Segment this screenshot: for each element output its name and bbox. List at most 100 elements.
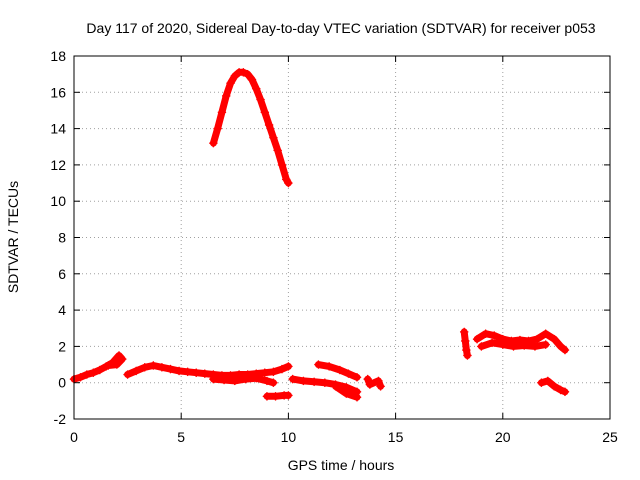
data-point bbox=[462, 345, 471, 355]
data-point bbox=[269, 133, 278, 142]
data-point bbox=[256, 95, 265, 104]
data-point bbox=[532, 334, 542, 344]
data-point bbox=[200, 369, 210, 378]
series-arc-main bbox=[123, 361, 293, 380]
series-arc-sparse bbox=[363, 374, 385, 391]
data-point bbox=[324, 362, 334, 371]
data-point bbox=[365, 380, 375, 389]
y-axis-label: SDTVAR / TECUs bbox=[5, 181, 21, 293]
series-arc-mid-upper bbox=[314, 360, 362, 382]
data-point bbox=[460, 336, 470, 346]
data-point bbox=[284, 178, 293, 188]
data-point bbox=[537, 378, 546, 387]
data-point bbox=[560, 387, 570, 397]
data-point bbox=[88, 368, 98, 378]
data-point bbox=[541, 329, 550, 338]
data-point bbox=[262, 392, 272, 401]
data-point bbox=[560, 345, 570, 355]
x-tick-label: 20 bbox=[495, 429, 511, 445]
data-point bbox=[131, 366, 141, 376]
data-point bbox=[221, 91, 231, 101]
data-point bbox=[209, 374, 218, 384]
data-point bbox=[556, 342, 565, 351]
data-point bbox=[549, 334, 559, 344]
series-arc-late-lower bbox=[477, 338, 550, 351]
series-arc-early bbox=[69, 351, 127, 384]
y-tick-label: 14 bbox=[50, 121, 66, 137]
data-point bbox=[314, 360, 323, 369]
data-point bbox=[541, 340, 550, 349]
data-point bbox=[320, 378, 330, 387]
data-point bbox=[543, 376, 553, 386]
x-tick-label: 0 bbox=[70, 429, 78, 445]
data-point bbox=[219, 375, 229, 385]
data-point bbox=[112, 360, 122, 369]
data-point bbox=[363, 374, 373, 384]
data-point bbox=[472, 334, 482, 344]
x-tick-label: 25 bbox=[602, 429, 618, 445]
y-tick-label: 2 bbox=[58, 338, 66, 354]
series-trace bbox=[314, 361, 361, 381]
y-tick-label: 10 bbox=[50, 193, 66, 209]
y-tick-label: 0 bbox=[58, 375, 66, 391]
x-tick-label: 5 bbox=[177, 429, 185, 445]
data-point bbox=[277, 364, 287, 374]
data-point bbox=[213, 124, 222, 133]
series-arc-dip bbox=[262, 391, 293, 401]
data-point bbox=[191, 368, 201, 378]
data-point bbox=[335, 365, 345, 375]
data-point bbox=[269, 367, 278, 377]
data-point bbox=[284, 362, 293, 371]
data-point bbox=[459, 327, 469, 337]
data-point bbox=[487, 338, 497, 348]
data-point bbox=[166, 364, 175, 374]
y-tick-labels: -2 0 2 4 6 8 10 12 14 16 18 bbox=[50, 48, 66, 427]
y-tick-label: -2 bbox=[54, 411, 67, 427]
data-point bbox=[76, 372, 85, 382]
y-tick-label: 18 bbox=[50, 48, 66, 64]
data-point bbox=[262, 376, 272, 386]
data-point bbox=[549, 382, 559, 391]
data-point bbox=[117, 354, 127, 364]
data-point bbox=[230, 71, 240, 81]
data-point bbox=[269, 378, 278, 387]
data-point bbox=[140, 362, 150, 372]
data-point bbox=[374, 376, 383, 386]
data-point bbox=[251, 373, 261, 383]
data-point bbox=[271, 392, 280, 401]
series-trace bbox=[209, 68, 292, 187]
data-point bbox=[82, 370, 92, 379]
grid-lines bbox=[74, 56, 610, 419]
data-point bbox=[556, 385, 565, 395]
data-point bbox=[273, 146, 282, 155]
data-point bbox=[247, 75, 257, 84]
data-point bbox=[477, 342, 486, 351]
data-point bbox=[481, 329, 490, 338]
data-point bbox=[114, 351, 124, 360]
series-arc-mid-lower bbox=[331, 382, 362, 402]
series-arc-peak bbox=[209, 68, 293, 188]
data-point bbox=[530, 342, 540, 351]
y-tick-label: 4 bbox=[58, 302, 66, 318]
data-point bbox=[331, 382, 340, 391]
data-point bbox=[226, 78, 235, 88]
x-tick-label: 10 bbox=[281, 429, 297, 445]
data-point bbox=[174, 366, 184, 376]
series-arc-late bbox=[472, 329, 570, 355]
data-point bbox=[104, 361, 113, 370]
data-point bbox=[344, 369, 353, 378]
data-point bbox=[341, 389, 351, 398]
data-point bbox=[157, 362, 167, 372]
series-arc-late-dip bbox=[537, 376, 570, 397]
y-tick-label: 12 bbox=[50, 157, 66, 173]
data-point bbox=[239, 68, 248, 77]
series-arc-late-start bbox=[459, 327, 472, 360]
data-point bbox=[264, 120, 274, 130]
data-point bbox=[498, 340, 508, 349]
data-point bbox=[489, 331, 499, 340]
data-point bbox=[241, 374, 250, 384]
data-point bbox=[463, 351, 472, 360]
x-tick-labels: 0 5 10 15 20 25 bbox=[70, 429, 618, 445]
series-trace bbox=[364, 375, 385, 390]
